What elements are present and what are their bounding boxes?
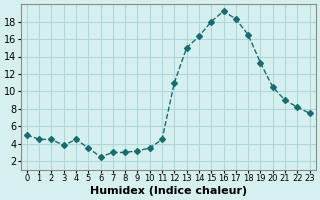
X-axis label: Humidex (Indice chaleur): Humidex (Indice chaleur) — [90, 186, 247, 196]
